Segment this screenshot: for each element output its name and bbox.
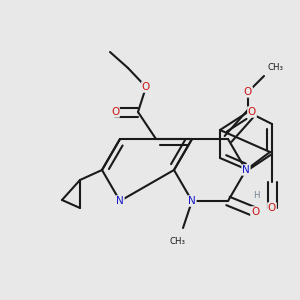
Text: N: N bbox=[242, 165, 250, 175]
Text: N: N bbox=[116, 196, 124, 206]
Text: O: O bbox=[251, 207, 259, 217]
Text: N: N bbox=[188, 196, 196, 206]
Text: O: O bbox=[142, 82, 150, 92]
Text: O: O bbox=[244, 87, 252, 97]
Text: O: O bbox=[248, 107, 256, 117]
Text: CH₃: CH₃ bbox=[170, 238, 186, 247]
Text: H: H bbox=[253, 191, 259, 200]
Text: CH₃: CH₃ bbox=[267, 64, 283, 73]
Text: O: O bbox=[268, 203, 276, 213]
Text: O: O bbox=[111, 107, 119, 117]
